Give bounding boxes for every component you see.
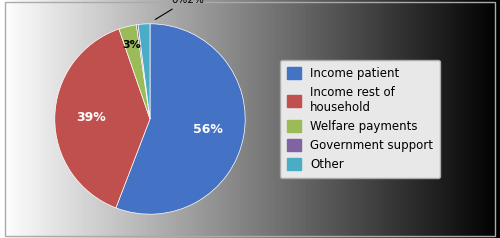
Text: 3%: 3% — [122, 40, 142, 50]
Text: 56%: 56% — [193, 123, 223, 136]
Wedge shape — [138, 24, 150, 119]
Wedge shape — [55, 29, 150, 208]
Legend: Income patient, Income rest of
household, Welfare payments, Government support, : Income patient, Income rest of household… — [280, 60, 440, 178]
Text: 0%2%: 0%2% — [155, 0, 204, 20]
Wedge shape — [116, 24, 245, 214]
Wedge shape — [119, 25, 150, 119]
Text: 39%: 39% — [76, 111, 106, 124]
Wedge shape — [136, 25, 150, 119]
